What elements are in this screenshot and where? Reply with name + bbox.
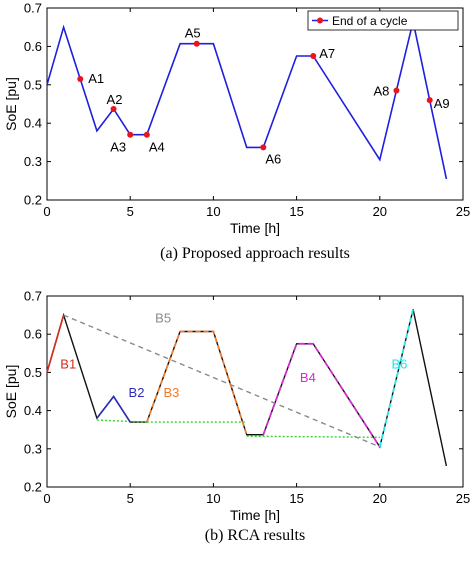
cycle-label: B6: [391, 357, 407, 372]
chart-panel-b: 0 5 10 15 20 25 0.2 0.3 0.4 0.5 0.6 0.7 Time [h] SoE …: [3, 289, 470, 545]
legend-marker: [317, 17, 323, 24]
figure-caption: (b) RCA results: [205, 527, 305, 544]
cycle-label: B4: [300, 370, 316, 385]
cycle-label: A5: [185, 26, 201, 41]
x-tick-label: 25: [456, 204, 470, 219]
x-axis-label: Time [h]: [230, 507, 280, 523]
cycle-b3-line: [145, 330, 248, 435]
cycle-label: A3: [110, 140, 126, 155]
y-tick-label: 0.3: [24, 154, 42, 169]
cycle-label: A9: [434, 96, 450, 111]
cycle-connector-line: [246, 435, 380, 438]
y-tick-label: 0.3: [24, 441, 42, 456]
cycle-b2-line: [96, 395, 131, 423]
y-tick-label: 0.7: [24, 289, 42, 304]
legend-box: [307, 10, 459, 31]
x-tick-label: 10: [206, 204, 220, 219]
chart-panel-a: 0 5 10 15 20 25 0.2 0.3 0.4 0.5 0.6 0.7 Time [h] SoE …: [3, 1, 470, 263]
cycle-end-marker: [143, 131, 150, 138]
cycle-label: B1: [60, 357, 76, 372]
cycle-end-marker: [310, 53, 317, 59]
y-tick-label: 0.7: [24, 1, 42, 16]
cycle-label: A8: [373, 84, 389, 99]
x-tick-label: 20: [373, 204, 387, 219]
legend-entry: End of a cycle: [332, 14, 408, 28]
cycle-end-marker: [193, 40, 200, 47]
cycle-label: B2: [129, 385, 145, 400]
cycle-end-marker: [393, 87, 400, 94]
figure-caption: (a) Proposed approach results: [160, 245, 350, 262]
y-tick-label: 0.4: [24, 116, 42, 131]
y-tick-label: 0.2: [24, 193, 42, 208]
cycle-end-marker: [426, 97, 433, 104]
y-tick-label: 0.5: [24, 77, 42, 92]
cycle-label: A4: [149, 140, 165, 155]
y-tick-label: 0.4: [24, 403, 42, 418]
x-axis-label: Time [h]: [230, 220, 280, 236]
x-tick-label: 5: [127, 204, 134, 219]
y-tick-label: 0.2: [24, 480, 42, 495]
cycle-end-marker: [77, 76, 84, 83]
y-tick-label: 0.6: [24, 39, 42, 54]
x-tick-label: 5: [127, 491, 134, 506]
cycle-end-marker: [110, 105, 117, 112]
y-tick-label: 0.5: [24, 365, 42, 380]
cycle-end-marker: [127, 131, 134, 138]
cycle-label: A6: [265, 151, 281, 166]
y-tick-label: 0.6: [24, 327, 42, 342]
y-axis-label: SoE [pu]: [3, 77, 19, 131]
cycle-connector-line: [96, 419, 147, 423]
x-tick-label: 0: [43, 491, 50, 506]
cycle-label: B3: [163, 385, 179, 400]
cycle-label: B5: [155, 311, 171, 326]
x-tick-label: 20: [373, 491, 387, 506]
x-tick-label: 0: [43, 204, 50, 219]
cycle-end-marker: [260, 144, 267, 151]
cycle-label: A7: [319, 46, 335, 61]
x-tick-label: 15: [289, 204, 303, 219]
cycle-b4-line: [262, 342, 381, 448]
cycle-label: A1: [88, 71, 104, 86]
x-tick-label: 25: [456, 491, 470, 506]
cycle-b1-line: [46, 314, 65, 373]
cycle-b5-line: [63, 314, 381, 448]
soe-series-line: [46, 21, 448, 180]
cycle-label: A2: [107, 92, 123, 107]
plot-frame: [46, 7, 464, 201]
plot-frame: [46, 295, 464, 488]
x-tick-label: 10: [206, 491, 220, 506]
legend: End of a cycle: [307, 10, 459, 31]
y-axis-label: SoE [pu]: [3, 365, 19, 419]
x-tick-label: 15: [289, 491, 303, 506]
